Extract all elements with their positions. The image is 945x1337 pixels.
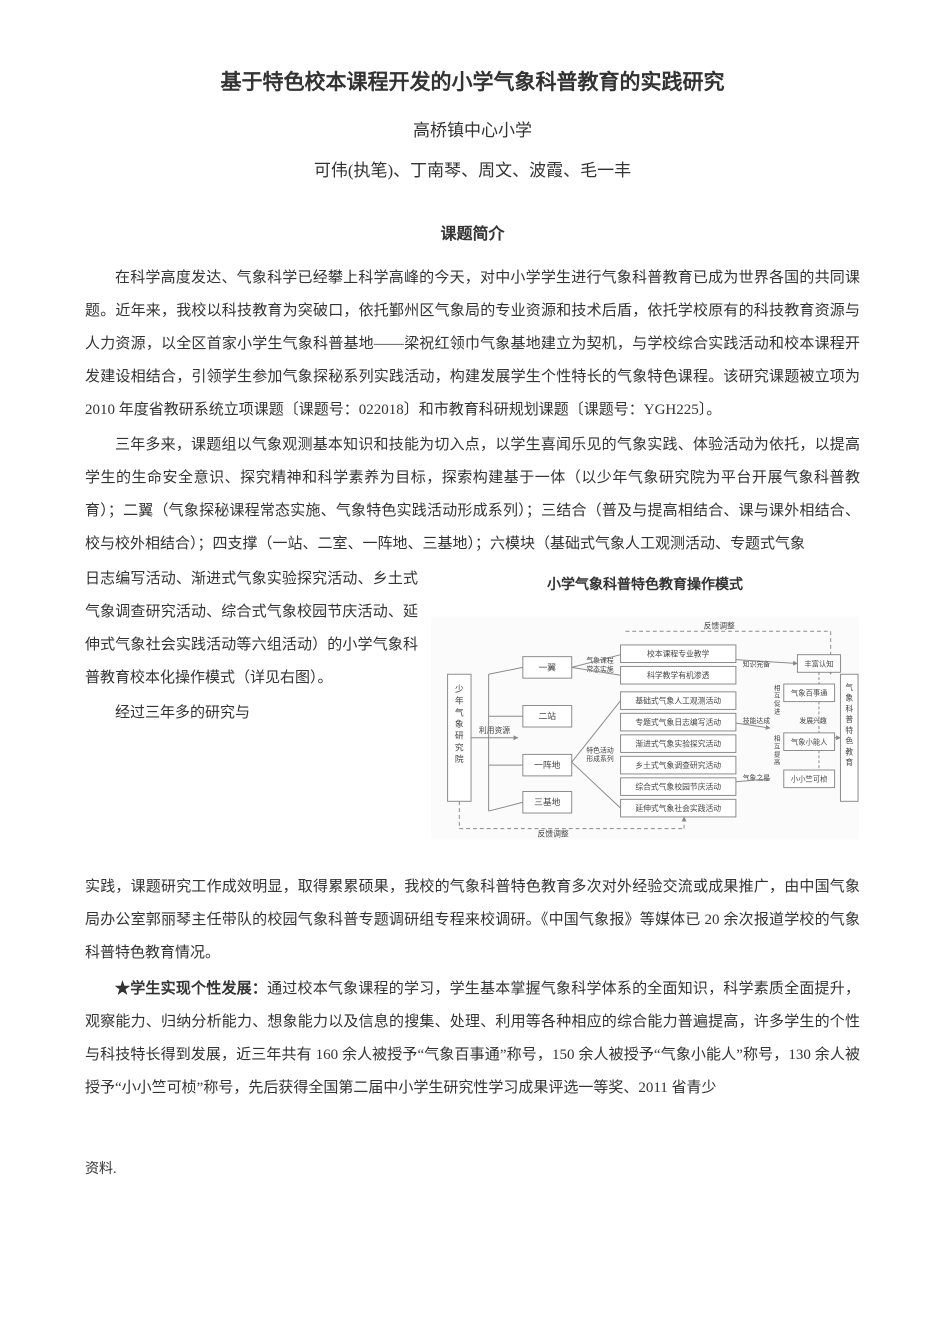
mid-box-1: 一翼 <box>523 657 572 678</box>
svg-text:互: 互 <box>774 742 781 750</box>
svg-text:气象小能人: 气象小能人 <box>791 738 828 747</box>
mid-box-4: 三基地 <box>523 791 572 813</box>
paragraph-2: 三年多来，课题组以气象观测基本知识和技能为切入点，以学生喜闻乐见的气象实践、体验… <box>85 429 860 561</box>
mid-box-2: 二站 <box>523 705 572 727</box>
svg-text:一阵地: 一阵地 <box>534 759 561 770</box>
paragraph-4: 实践，课题研究工作成效明显，取得累累硕果，我校的气象科普特色教育多次对外经验交流… <box>85 871 860 970</box>
paragraph-5: ★学生实现个性发展：通过校本气象课程的学习，学生基本掌握气象科学体系的全面知识，… <box>85 972 860 1105</box>
paragraph-5-bold: ★学生实现个性发展： <box>115 980 267 997</box>
svg-text:小小竺可桢: 小小竺可桢 <box>791 775 828 784</box>
figure-wrap-row: 小学气象科普特色教育操作模式 反馈调整 少年气象研究院 利用资源 一 <box>85 563 860 871</box>
rml-2: 发展兴趣 <box>799 716 826 725</box>
svg-text:基础式气象人工观测活动: 基础式气象人工观测活动 <box>635 696 721 706</box>
svg-text:相: 相 <box>774 683 780 692</box>
paragraph-5-rest: 通过校本气象课程的学习，学生基本掌握气象科学体系的全面知识，科学素质全面提升，观… <box>85 981 860 1096</box>
svg-text:促: 促 <box>774 698 781 707</box>
svg-text:延伸式气象社会实践活动: 延伸式气象社会实践活动 <box>635 803 721 813</box>
svg-text:三基地: 三基地 <box>534 796 561 807</box>
mid-box-3: 一阵地 <box>523 754 572 776</box>
svg-text:互: 互 <box>774 692 781 700</box>
svg-text:科学教学有机渗透: 科学教学有机渗透 <box>647 670 710 680</box>
svg-text:二站: 二站 <box>538 710 556 721</box>
operation-mode-figure: 小学气象科普特色教育操作模式 反馈调整 少年气象研究院 利用资源 一 <box>430 569 860 861</box>
figure-title: 小学气象科普特色教育操作模式 <box>430 569 860 600</box>
operation-mode-diagram: 反馈调整 少年气象研究院 利用资源 一翼 二站 一阵地 <box>430 608 860 848</box>
rml-1: 技能达成 <box>743 716 770 725</box>
center-box-2: 基础式气象人工观测活动 <box>621 692 736 710</box>
authors-line: 可伟(执笔)、丁南琴、周文、波霞、毛一丰 <box>85 152 860 189</box>
page-footer: 资料. <box>85 1155 860 1186</box>
svg-text:相: 相 <box>774 734 780 743</box>
mid-right-bottom: 特色活动形成系列 <box>586 745 613 763</box>
svg-text:一翼: 一翼 <box>538 662 556 672</box>
center-box-5: 乡土式气象调查研究活动 <box>621 756 736 774</box>
svg-text:丰富认知: 丰富认知 <box>804 659 833 668</box>
feedback-bottom-label: 反馈调整 <box>538 828 569 838</box>
section-heading: 课题简介 <box>85 217 860 252</box>
svg-text:专题式气象日志编写活动: 专题式气象日志编写活动 <box>635 717 721 727</box>
rb-0: 丰富认知 <box>797 655 840 673</box>
center-box-6: 综合式气象校园节庆活动 <box>621 778 736 796</box>
svg-text:渐进式气象实验探究活动: 渐进式气象实验探究活动 <box>635 739 721 749</box>
svg-text:进: 进 <box>774 707 781 715</box>
center-box-7: 延伸式气象社会实践活动 <box>621 799 736 817</box>
page-subtitle: 高桥镇中心小学 <box>85 112 860 149</box>
feedback-top-label: 反馈调整 <box>704 620 735 630</box>
paragraph-1: 在科学高度发达、气象科学已经攀上科学高峰的今天，对中小学学生进行气象科普教育已成… <box>85 262 860 427</box>
svg-text:综合式气象校园节庆活动: 综合式气象校园节庆活动 <box>635 782 721 792</box>
svg-text:提: 提 <box>774 749 781 758</box>
left-link-label: 利用资源 <box>479 725 510 735</box>
svg-text:气象百事通: 气象百事通 <box>791 689 828 698</box>
center-box-0: 校本课程专业教学 <box>621 645 736 663</box>
center-box-4: 渐进式气象实验探究活动 <box>621 735 736 753</box>
page-title: 基于特色校本课程开发的小学气象科普教育的实践研究 <box>85 60 860 106</box>
svg-text:高: 高 <box>774 757 780 766</box>
center-box-3: 专题式气象日志编写活动 <box>621 713 736 731</box>
center-box-1: 科学教学有机渗透 <box>621 666 736 684</box>
left-col-label: 少年气象研究院 <box>455 684 464 764</box>
svg-text:校本课程专业教学: 校本课程专业教学 <box>647 649 710 659</box>
rb-3: 小小竺可桢 <box>784 770 835 788</box>
svg-text:乡土式气象调查研究活动: 乡土式气象调查研究活动 <box>635 760 721 770</box>
